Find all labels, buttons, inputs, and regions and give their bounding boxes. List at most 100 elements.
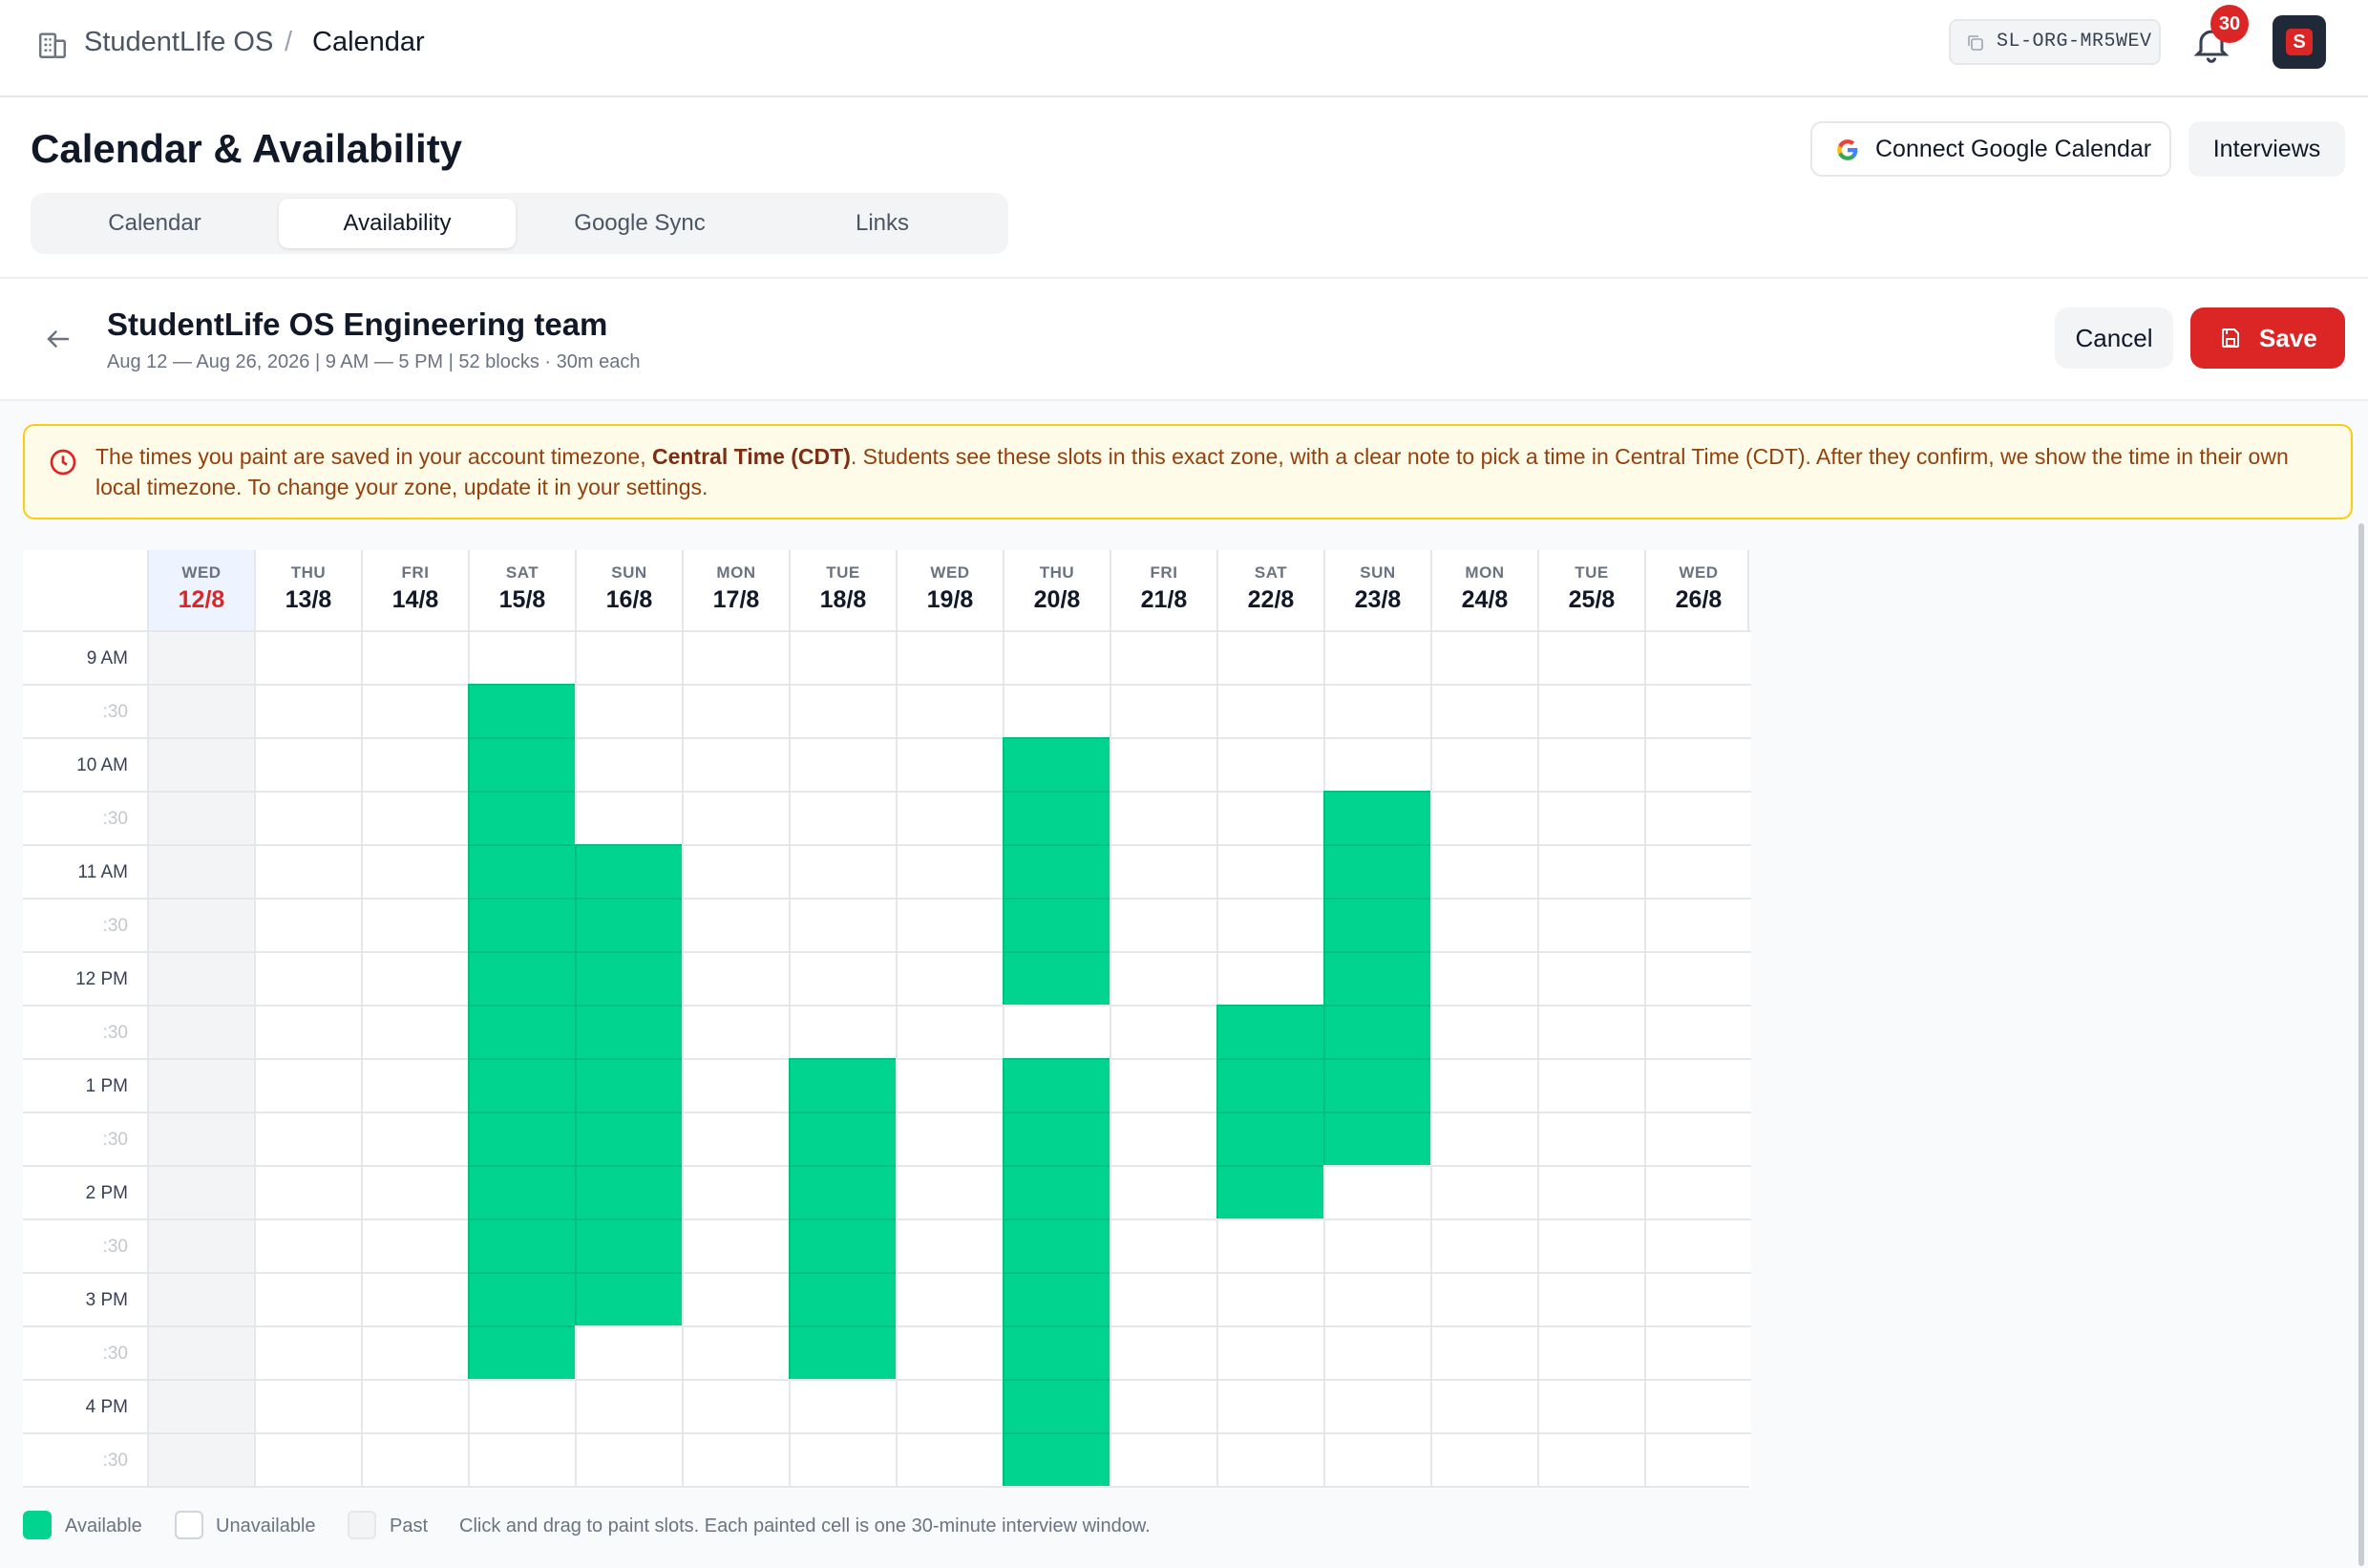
- slot-cell[interactable]: [1323, 737, 1430, 791]
- slot-cell[interactable]: [1430, 951, 1537, 1005]
- slot-cell[interactable]: [1430, 1005, 1537, 1058]
- slot-cell-available[interactable]: [1323, 951, 1430, 1005]
- slot-cell[interactable]: [1430, 898, 1537, 951]
- slot-cell-available[interactable]: [1003, 1218, 1110, 1272]
- slot-cell-available[interactable]: [468, 1325, 575, 1379]
- slot-cell[interactable]: [361, 898, 468, 951]
- slot-cell-available[interactable]: [1003, 951, 1110, 1005]
- slot-cell[interactable]: [896, 630, 1003, 684]
- slot-cell-available[interactable]: [1323, 1058, 1430, 1112]
- slot-cell[interactable]: [1110, 684, 1216, 737]
- slot-cell[interactable]: [1323, 1272, 1430, 1325]
- slot-cell[interactable]: [1644, 684, 1751, 737]
- slot-cell[interactable]: [361, 1272, 468, 1325]
- slot-cell[interactable]: [361, 1058, 468, 1112]
- slot-cell[interactable]: [1216, 898, 1323, 951]
- slot-cell[interactable]: [1323, 1218, 1430, 1272]
- slot-cell[interactable]: [361, 1379, 468, 1432]
- slot-cell-available[interactable]: [468, 791, 575, 844]
- slot-cell-available[interactable]: [1003, 844, 1110, 898]
- slot-cell[interactable]: [1537, 844, 1644, 898]
- slot-cell[interactable]: [682, 737, 789, 791]
- slot-cell[interactable]: [1003, 630, 1110, 684]
- cancel-button[interactable]: Cancel: [2055, 307, 2173, 369]
- slot-cell[interactable]: [1110, 1218, 1216, 1272]
- slot-cell[interactable]: [682, 1379, 789, 1432]
- slot-cell[interactable]: [1430, 1379, 1537, 1432]
- slot-cell-available[interactable]: [1003, 898, 1110, 951]
- slot-cell[interactable]: [361, 1165, 468, 1218]
- slot-cell[interactable]: [1216, 1432, 1323, 1486]
- slot-cell[interactable]: [789, 737, 896, 791]
- slot-cell[interactable]: [254, 630, 361, 684]
- slot-cell[interactable]: [254, 951, 361, 1005]
- slot-cell[interactable]: [575, 1379, 682, 1432]
- slot-cell[interactable]: [1430, 1325, 1537, 1379]
- slot-cell-available[interactable]: [468, 1058, 575, 1112]
- breadcrumb-app[interactable]: StudentLIfe OS: [84, 27, 274, 57]
- slot-cell[interactable]: [1110, 1272, 1216, 1325]
- slot-cell[interactable]: [1537, 1218, 1644, 1272]
- slot-cell[interactable]: [896, 1272, 1003, 1325]
- slot-cell[interactable]: [1430, 1058, 1537, 1112]
- slot-cell[interactable]: [1644, 1325, 1751, 1379]
- slot-cell[interactable]: [254, 1379, 361, 1432]
- slot-cell[interactable]: [1644, 898, 1751, 951]
- slot-cell[interactable]: [254, 791, 361, 844]
- save-button[interactable]: Save: [2190, 307, 2345, 369]
- slot-cell[interactable]: [682, 791, 789, 844]
- slot-cell-available[interactable]: [1003, 1112, 1110, 1165]
- slot-cell[interactable]: [1110, 1005, 1216, 1058]
- slot-cell[interactable]: [896, 951, 1003, 1005]
- slot-cell[interactable]: [682, 1165, 789, 1218]
- slot-cell[interactable]: [1110, 898, 1216, 951]
- slot-cell[interactable]: [1110, 1432, 1216, 1486]
- slot-cell[interactable]: [361, 1218, 468, 1272]
- slot-cell[interactable]: [254, 684, 361, 737]
- slot-cell[interactable]: [1430, 630, 1537, 684]
- slot-cell[interactable]: [361, 791, 468, 844]
- slot-cell-available[interactable]: [468, 684, 575, 737]
- slot-cell[interactable]: [254, 737, 361, 791]
- slot-cell-available[interactable]: [1216, 1058, 1323, 1112]
- slot-cell-available[interactable]: [1003, 1165, 1110, 1218]
- slot-cell[interactable]: [1537, 1112, 1644, 1165]
- slot-cell-available[interactable]: [575, 1272, 682, 1325]
- slot-cell-available[interactable]: [468, 844, 575, 898]
- slot-cell[interactable]: [361, 737, 468, 791]
- slot-cell[interactable]: [254, 1112, 361, 1165]
- slot-cell[interactable]: [1537, 1432, 1644, 1486]
- slot-cell-available[interactable]: [1003, 1379, 1110, 1432]
- slot-cell[interactable]: [254, 898, 361, 951]
- slot-cell[interactable]: [254, 1165, 361, 1218]
- slot-cell[interactable]: [254, 1432, 361, 1486]
- slot-cell[interactable]: [1644, 1379, 1751, 1432]
- slot-cell[interactable]: [896, 1218, 1003, 1272]
- tab-availability[interactable]: Availability: [279, 199, 516, 248]
- slot-cell[interactable]: [1110, 1165, 1216, 1218]
- slot-cell-available[interactable]: [1216, 1112, 1323, 1165]
- slot-cell-available[interactable]: [468, 1272, 575, 1325]
- slot-cell[interactable]: [575, 684, 682, 737]
- slot-cell[interactable]: [1323, 1379, 1430, 1432]
- slot-cell[interactable]: [789, 630, 896, 684]
- slot-cell[interactable]: [896, 1379, 1003, 1432]
- slot-cell[interactable]: [682, 1058, 789, 1112]
- slot-cell-available[interactable]: [575, 1112, 682, 1165]
- slot-cell[interactable]: [1537, 791, 1644, 844]
- slot-cell[interactable]: [1110, 1325, 1216, 1379]
- slot-cell[interactable]: [254, 1272, 361, 1325]
- slot-cell-available[interactable]: [789, 1112, 896, 1165]
- slot-cell[interactable]: [361, 1432, 468, 1486]
- slot-cell[interactable]: [1430, 1112, 1537, 1165]
- slot-cell-available[interactable]: [1323, 898, 1430, 951]
- slot-cell-available[interactable]: [468, 1218, 575, 1272]
- slot-cell[interactable]: [896, 1432, 1003, 1486]
- slot-cell[interactable]: [1110, 1058, 1216, 1112]
- slot-cell-available[interactable]: [575, 898, 682, 951]
- tab-calendar[interactable]: Calendar: [108, 210, 201, 236]
- slot-cell[interactable]: [1644, 1272, 1751, 1325]
- slot-cell-available[interactable]: [468, 951, 575, 1005]
- slot-cell[interactable]: [682, 630, 789, 684]
- slot-cell[interactable]: [682, 1112, 789, 1165]
